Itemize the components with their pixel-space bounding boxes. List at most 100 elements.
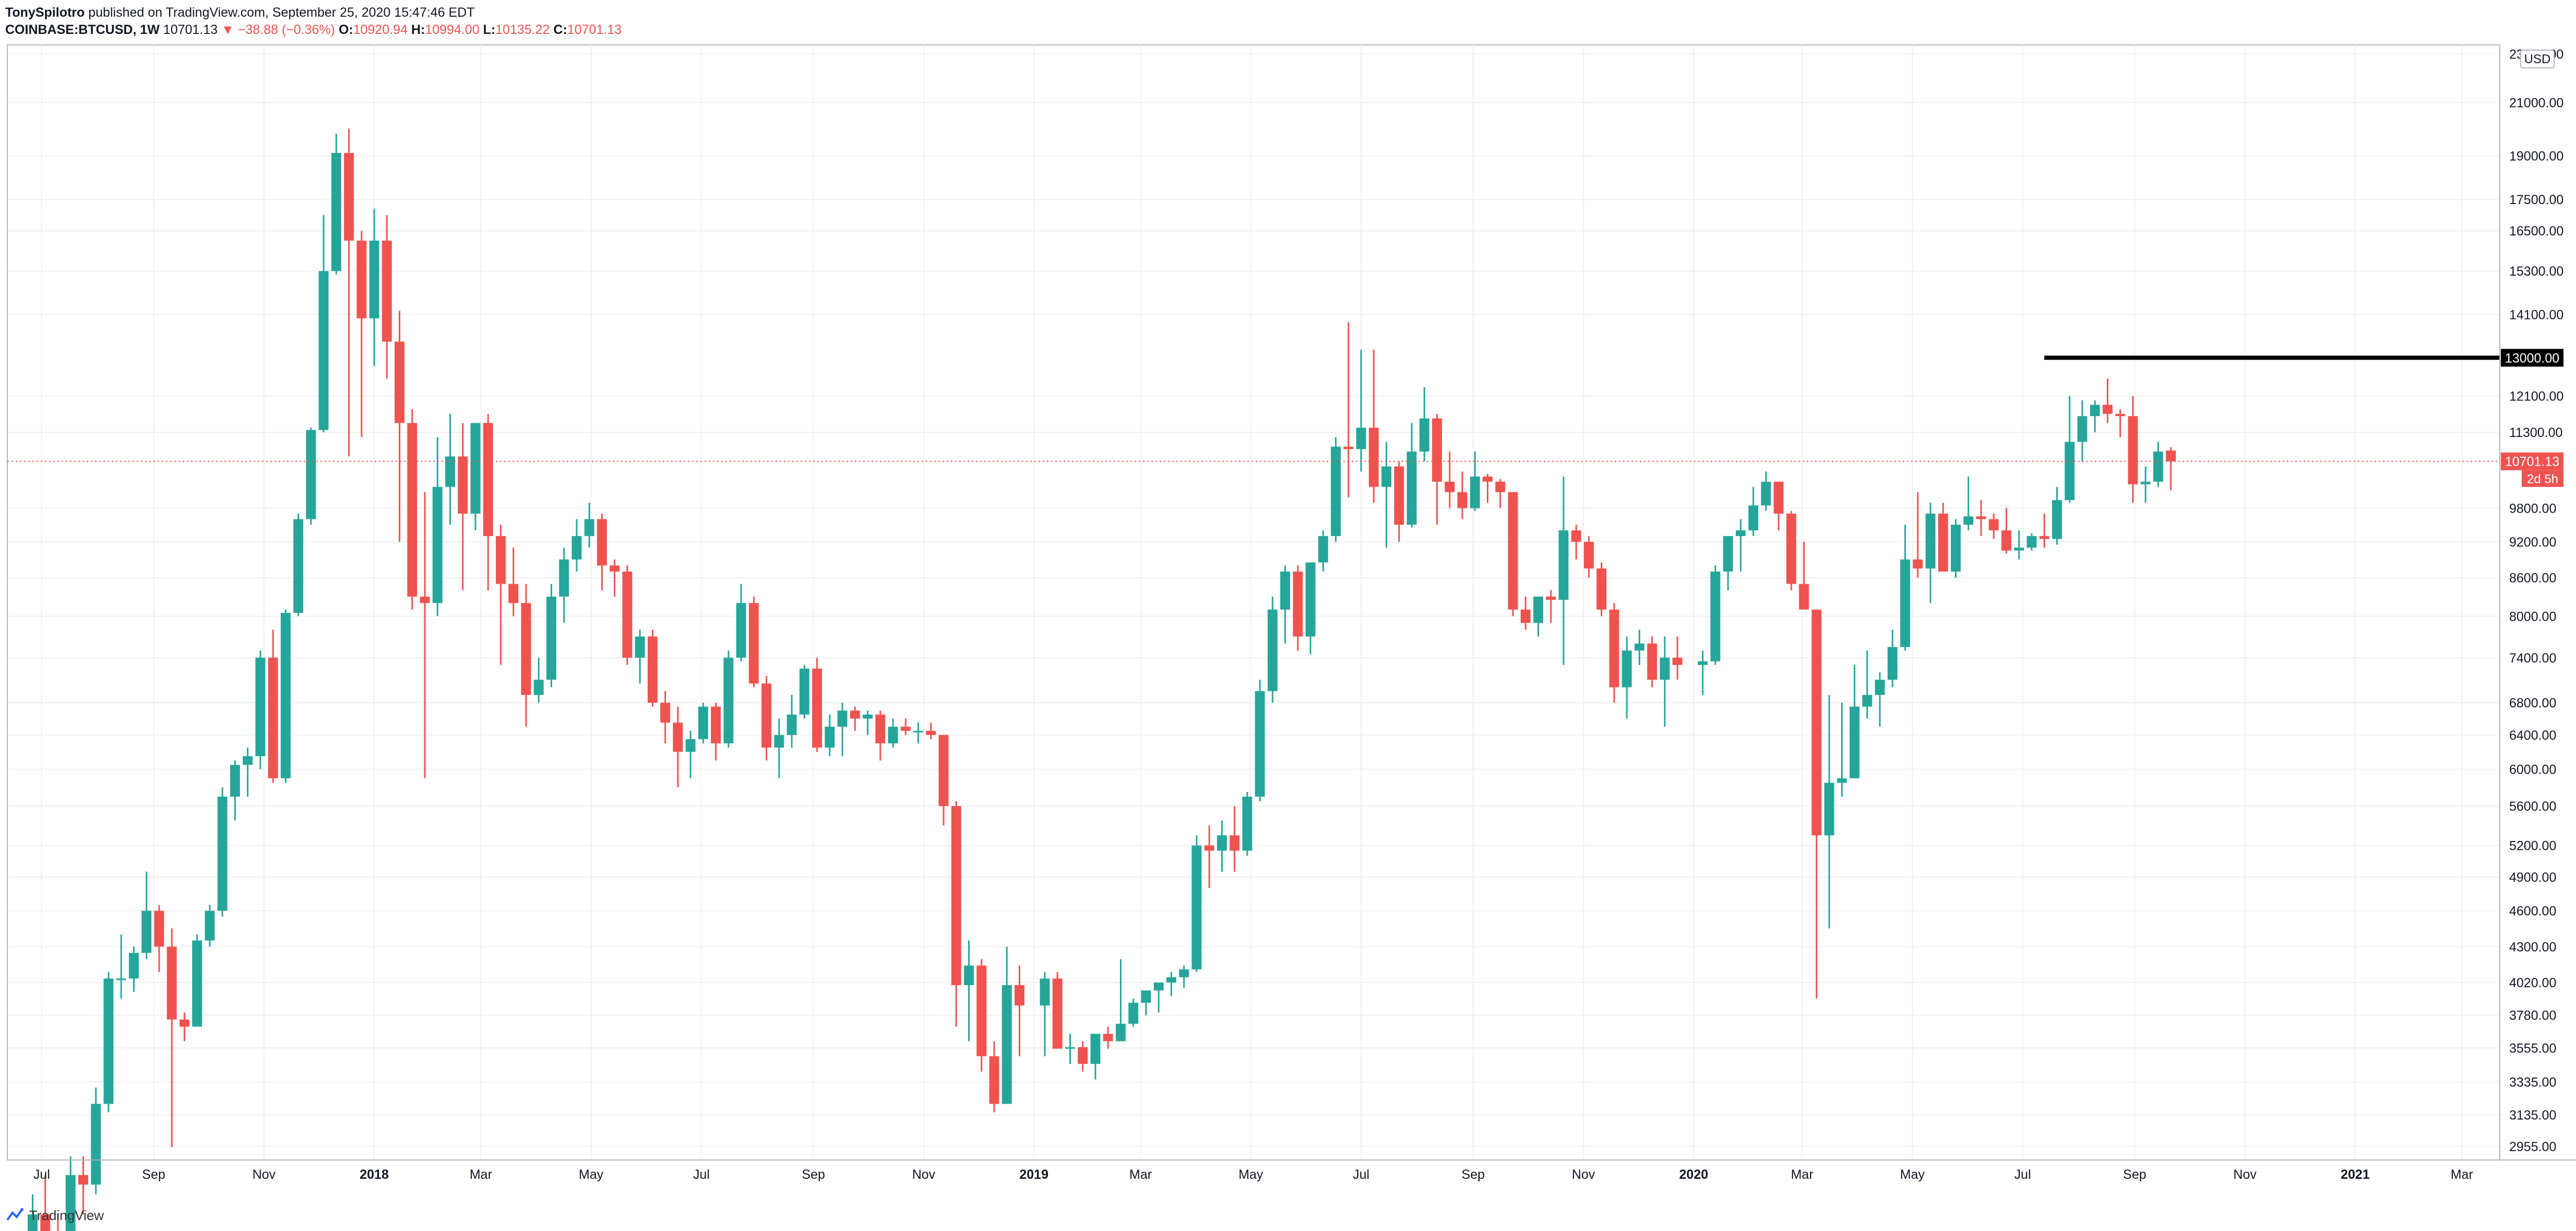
candle [1394,461,1404,542]
candle [1735,519,1746,572]
candle [2166,447,2176,491]
candle [103,972,114,1112]
candle-body [1520,609,1531,623]
candle-body [306,430,316,519]
candle-body [1331,446,1341,536]
footer-branding[interactable]: TradingView [6,1205,104,1226]
candle [445,413,455,525]
candle [2128,396,2138,503]
symbol-name[interactable]: COINBASE:BTCUSD, 1W [5,22,160,37]
candle [1520,596,1531,630]
candle-body [1445,481,1455,492]
candle [483,413,493,590]
candle [1115,959,1126,1041]
candle-body [1571,530,1581,542]
x-tick-label: 2019 [1019,1167,1048,1182]
candle-body [559,559,569,597]
candle-body [420,596,430,603]
candle [786,695,797,748]
candle [1761,471,1771,511]
x-tick-label: Nov [912,1167,936,1182]
candle-body [1318,536,1328,563]
candle [799,665,809,719]
candle-body [1900,559,1911,647]
candle-body [2166,450,2176,461]
candle [1065,1034,1075,1064]
candle [78,1156,88,1215]
candle-body [1191,845,1202,969]
candle-body [584,519,594,536]
candle [1773,481,1784,530]
candle [610,559,620,597]
candle [280,609,291,783]
candle-body [1267,609,1278,691]
author-name[interactable]: TonySpilotro [5,5,85,20]
candle-body [1761,481,1771,506]
candle [673,706,683,788]
candle [1242,792,1253,856]
candle [116,934,126,999]
candle [1875,672,1885,727]
candle [559,547,569,623]
candle-body [597,519,607,566]
candle-body [1483,476,1493,482]
candle-body [1799,584,1809,610]
candle-body [1141,990,1151,1003]
candle [660,691,671,743]
candle-body [1773,481,1784,514]
candle [1204,825,1214,889]
candle-body [723,657,734,743]
candle [1836,703,1847,797]
candle-body [268,657,278,778]
candle [2090,400,2100,433]
candle [318,215,329,433]
candle-body [1647,643,1657,680]
candle-body [1394,466,1404,525]
candle [1786,511,1796,590]
candle [1191,835,1202,972]
candle [635,630,645,684]
candle [698,703,708,743]
candle-body [1153,982,1164,991]
candle-body [230,765,240,797]
candle [913,723,923,743]
y-tick-label: 12100.00 [2509,389,2563,404]
candle [1103,1026,1113,1049]
candle-body [65,1175,76,1231]
candle-body [1457,492,1468,508]
candle [1900,525,1911,651]
candle [1419,387,1429,461]
y-tick-label: 4900.00 [2509,870,2556,885]
candle-body [610,565,620,572]
y-tick-label: 9800.00 [2509,501,2556,516]
candle [1293,565,1303,651]
candle [1634,630,1644,665]
candle [1052,972,1063,1049]
x-tick-label: May [579,1167,604,1182]
candle [837,703,848,756]
candle-body [799,668,809,715]
candle-body [938,735,949,806]
candle-body [1938,513,1948,572]
candle [1647,636,1657,688]
candle-body [2140,481,2151,484]
candle [711,703,721,761]
x-tick-label: Nov [2233,1167,2257,1182]
candle-body [1255,691,1265,797]
grid-lines [7,44,2500,1161]
candle-body [2026,536,2037,548]
candle-body [1596,568,1607,610]
candle [2153,442,2163,487]
candle [774,718,784,778]
candle [1457,471,1468,519]
candle-body [1432,418,1442,482]
candle [1432,413,1442,525]
candle-body [1103,1034,1113,1041]
candle-body [1040,978,1050,1006]
down-arrow-icon: ▼ [221,22,234,37]
candle [1824,695,1834,929]
candle [40,1175,51,1231]
candle-body [1115,1024,1126,1041]
candle-body [1001,985,1012,1104]
